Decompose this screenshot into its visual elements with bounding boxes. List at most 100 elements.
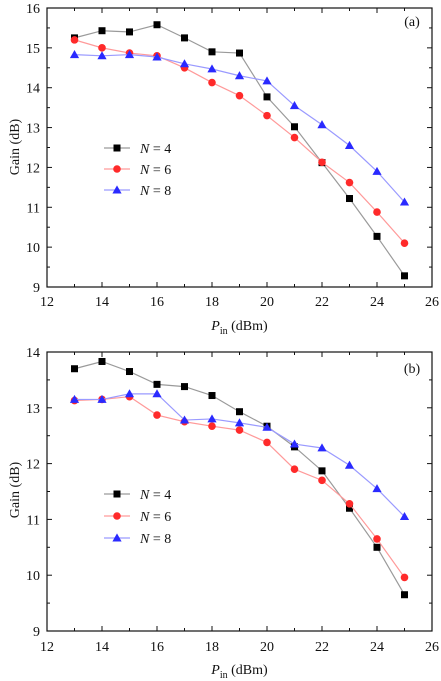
series-triangle [69,389,410,521]
data-point [289,101,300,110]
data-point [236,49,243,57]
data-point [181,34,188,42]
legend-label: N = 6 [139,510,171,525]
y-tick-label: 10 [26,569,40,584]
data-point [373,232,381,240]
series-line [74,360,406,596]
x-tick-label: 26 [425,295,439,310]
data-point [98,44,106,52]
panel-label: (a) [404,15,420,30]
y-tick-label: 9 [33,281,40,296]
data-point [153,411,161,419]
data-point [152,389,162,398]
data-point [70,36,79,44]
panel-label: (b) [404,362,421,377]
data-point [399,512,410,521]
data-point [207,64,217,73]
data-point [69,50,80,59]
data-point [207,414,217,423]
legend-marker [112,185,122,194]
data-point [153,380,161,388]
data-point [400,573,409,582]
x-tick-label: 20 [260,640,274,655]
x-tick-label: 26 [425,640,439,655]
series-square [71,21,408,280]
legend-marker [113,144,121,152]
data-point [263,111,271,120]
data-point [318,158,326,167]
x-tick-label: 16 [150,640,164,655]
data-point [236,408,243,416]
legend-label: N = 8 [139,532,171,547]
x-tick-label: 22 [315,640,329,655]
data-point [317,443,327,452]
data-point [98,357,106,365]
data-point [318,467,326,475]
y-tick-label: 11 [27,513,40,528]
data-point [97,51,107,60]
data-point [263,438,271,447]
y-tick-label: 15 [26,42,40,57]
series-triangle [69,50,410,206]
x-axis-label: Pin (dBm) [210,319,268,337]
data-point [124,50,135,59]
y-tick-label: 12 [26,458,40,473]
data-point [208,78,216,87]
data-point [344,460,355,469]
data-point [373,543,381,551]
legend-marker [113,512,121,520]
data-point [234,418,245,427]
data-point [71,365,78,373]
data-point [208,392,216,400]
y-tick-label: 9 [33,625,40,640]
legend-marker [113,165,121,173]
data-point [153,21,161,29]
data-point [126,368,133,376]
data-point [262,76,272,85]
y-tick-label: 16 [26,2,40,17]
legend-entry: N = 8 [104,184,171,199]
legend-entry: N = 8 [104,532,171,547]
data-point [372,166,382,175]
series-square [71,357,408,599]
data-point [69,394,80,403]
legend-label: N = 8 [139,184,171,199]
data-point [124,389,135,398]
legend-marker [112,533,122,542]
y-tick-label: 14 [26,82,40,97]
x-tick-label: 22 [315,295,329,310]
data-point [98,27,106,35]
data-point [373,208,381,216]
chart-panel-1: 12 14 16 18 20 22 24 26 9 10 11 12 13 14 15 16 Pin (dBm)… [8,2,439,337]
legend-marker [113,490,121,498]
x-tick-label: 12 [40,295,54,310]
y-tick-label: 13 [26,122,40,137]
legend-label: N = 4 [139,142,171,157]
legend-entry: N = 4 [104,488,171,503]
legend-entry: N = 6 [104,510,171,525]
data-point [126,28,133,36]
data-point [290,133,299,142]
series-line [74,39,405,244]
data-point [290,465,299,473]
legend-label: N = 6 [139,163,171,178]
data-point [346,195,353,203]
x-tick-label: 12 [40,640,54,655]
data-point [401,591,408,599]
y-tick-label: 13 [26,402,40,417]
data-point [235,426,244,434]
y-tick-label: 11 [27,201,40,216]
x-axis-label: Pin (dBm) [210,663,268,681]
y-axis-label: Gain (dB) [8,461,23,518]
data-point [373,535,381,543]
data-point [344,140,355,149]
data-point [318,476,326,485]
data-point [262,422,272,431]
data-point [345,499,354,508]
y-tick-label: 14 [26,346,40,361]
x-tick-label: 18 [205,295,219,310]
data-point [317,120,327,129]
x-tick-label: 16 [150,295,164,310]
data-point [289,439,300,448]
